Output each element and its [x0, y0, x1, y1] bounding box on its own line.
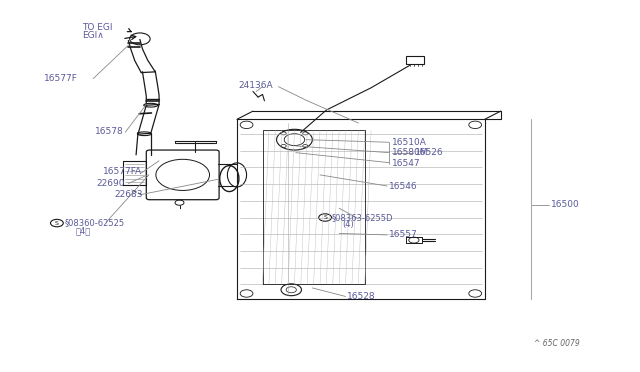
Text: TO EGI: TO EGI — [83, 23, 113, 32]
Text: (4): (4) — [342, 221, 354, 230]
Text: 16557: 16557 — [389, 230, 418, 240]
Text: 16577F: 16577F — [44, 74, 78, 83]
Text: 16510A: 16510A — [392, 138, 426, 147]
Text: 16500: 16500 — [551, 200, 580, 209]
Text: ＜4＞: ＜4＞ — [76, 226, 92, 235]
Text: ^ 65C 0079: ^ 65C 0079 — [534, 339, 580, 348]
Text: 16528: 16528 — [347, 292, 376, 301]
Text: 16547: 16547 — [392, 158, 420, 167]
Text: 16577FA: 16577FA — [103, 167, 142, 176]
Text: 24136A: 24136A — [238, 81, 273, 90]
Text: 22690: 22690 — [97, 179, 125, 187]
Text: §08360-62525: §08360-62525 — [65, 219, 125, 228]
Text: 16580M: 16580M — [392, 148, 428, 157]
Bar — [406, 55, 424, 64]
Text: S: S — [55, 221, 59, 225]
Text: §08363-6255D: §08363-6255D — [332, 213, 393, 222]
Text: EGI∧: EGI∧ — [83, 31, 104, 41]
Text: 16526: 16526 — [415, 148, 443, 157]
Text: 22683: 22683 — [115, 190, 143, 199]
Text: 16546: 16546 — [389, 182, 417, 190]
Text: S: S — [323, 215, 327, 220]
Text: 16578: 16578 — [95, 126, 124, 136]
